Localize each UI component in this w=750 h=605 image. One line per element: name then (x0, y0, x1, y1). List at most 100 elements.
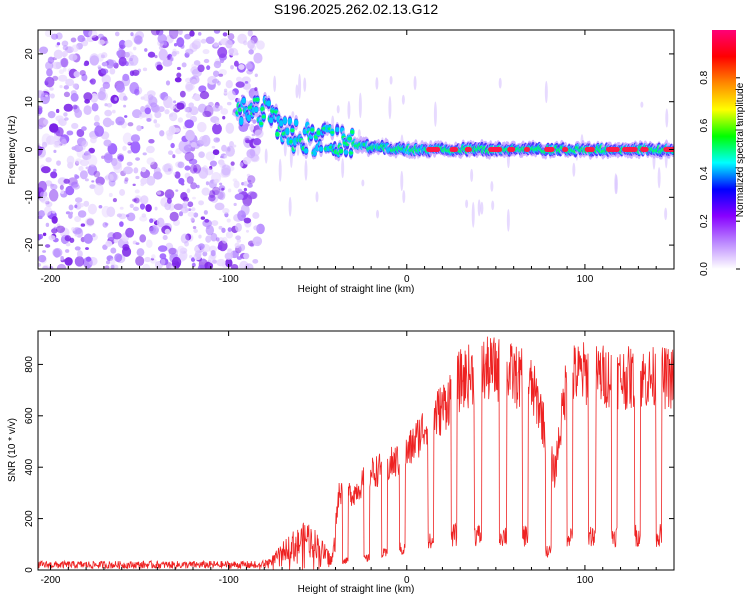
noise-blob (212, 186, 221, 196)
noise-blob (135, 256, 145, 267)
noise-blob (81, 140, 89, 147)
noise-blob (159, 92, 166, 100)
noise-blob (154, 123, 161, 128)
smear-blob (341, 158, 345, 179)
noise-blob (79, 144, 86, 151)
noise-blob (236, 256, 243, 260)
noise-blob (159, 130, 165, 137)
noise-blob (221, 227, 226, 233)
noise-blob (172, 154, 176, 159)
noise-blob (230, 65, 234, 70)
smear-blob (400, 170, 404, 192)
snr-y-tick-label: 0 (24, 567, 35, 573)
noise-blob (126, 212, 136, 222)
noise-blob (110, 264, 115, 269)
noise-blob (147, 51, 156, 58)
noise-blob (171, 256, 182, 268)
noise-blob (198, 234, 202, 239)
noise-blob (91, 180, 95, 183)
noise-blob (71, 227, 76, 232)
noise-blob (41, 141, 48, 148)
track-blob (303, 148, 309, 154)
noise-blob (46, 68, 53, 77)
noise-blob (104, 109, 113, 117)
noise-blob (114, 253, 123, 263)
noise-blob (212, 259, 218, 264)
noise-blob (95, 176, 105, 186)
noise-blob (238, 64, 245, 70)
noise-blob (62, 45, 69, 51)
track-blob (241, 97, 246, 104)
noise-blob (185, 112, 192, 118)
smear-blob (433, 101, 437, 127)
noise-blob (38, 210, 46, 218)
noise-blob (38, 143, 41, 146)
noise-blob (60, 255, 64, 261)
noise-blob (83, 233, 93, 244)
noise-blob (77, 34, 85, 43)
track-blob (282, 116, 288, 125)
noise-blob (55, 115, 64, 122)
noise-blob (38, 145, 43, 156)
noise-blob (217, 46, 228, 59)
noise-blob (102, 81, 110, 90)
noise-blob (194, 250, 202, 258)
noise-blob (245, 229, 250, 233)
noise-blob (75, 158, 83, 165)
noise-blob (178, 30, 183, 36)
noise-blob (244, 81, 249, 84)
noise-blob (142, 152, 147, 156)
spectrogram-noise-region (38, 30, 265, 269)
noise-blob (87, 164, 98, 176)
track-blob (293, 119, 299, 126)
noise-blob (185, 129, 195, 141)
noise-blob (236, 76, 243, 82)
track-peak (507, 147, 516, 152)
track-blob (335, 127, 340, 133)
noise-blob (105, 173, 114, 182)
noise-blob (243, 252, 250, 260)
noise-blob (173, 43, 178, 47)
noise-blob (44, 76, 55, 88)
spectrogram-y-tick-label: 20 (24, 48, 35, 60)
track-peak (663, 147, 674, 152)
track-blob (269, 117, 274, 124)
noise-blob (108, 192, 113, 198)
noise-blob (247, 30, 253, 37)
noise-blob (203, 210, 208, 215)
noise-blob (227, 90, 236, 101)
noise-blob (65, 242, 71, 247)
noise-blob (132, 206, 140, 212)
noise-blob (174, 171, 181, 179)
noise-blob (219, 182, 223, 186)
noise-blob (222, 207, 230, 214)
noise-blob (201, 258, 206, 263)
noise-blob (182, 196, 189, 202)
smear-blob (389, 75, 393, 85)
smear-blob (402, 190, 406, 204)
noise-blob (144, 256, 152, 263)
noise-blob (252, 119, 257, 124)
noise-blob (213, 30, 221, 34)
noise-blob (83, 92, 93, 101)
spectrogram-x-tick-label: 100 (577, 274, 594, 285)
noise-blob (219, 58, 225, 64)
track-blob (348, 151, 354, 155)
noise-blob (114, 31, 120, 37)
track-peak (562, 147, 569, 152)
noise-blob (253, 52, 263, 64)
noise-blob (205, 235, 212, 243)
noise-blob (73, 144, 84, 152)
noise-blob (215, 119, 220, 126)
noise-blob (184, 119, 195, 129)
noise-blob (222, 115, 226, 120)
noise-blob (225, 39, 233, 49)
noise-blob (193, 60, 201, 66)
noise-blob (215, 237, 220, 242)
noise-blob (50, 93, 55, 99)
smear-blob (298, 73, 302, 99)
smear-blob (401, 94, 405, 105)
noise-blob (211, 145, 216, 149)
noise-blob (205, 36, 215, 44)
